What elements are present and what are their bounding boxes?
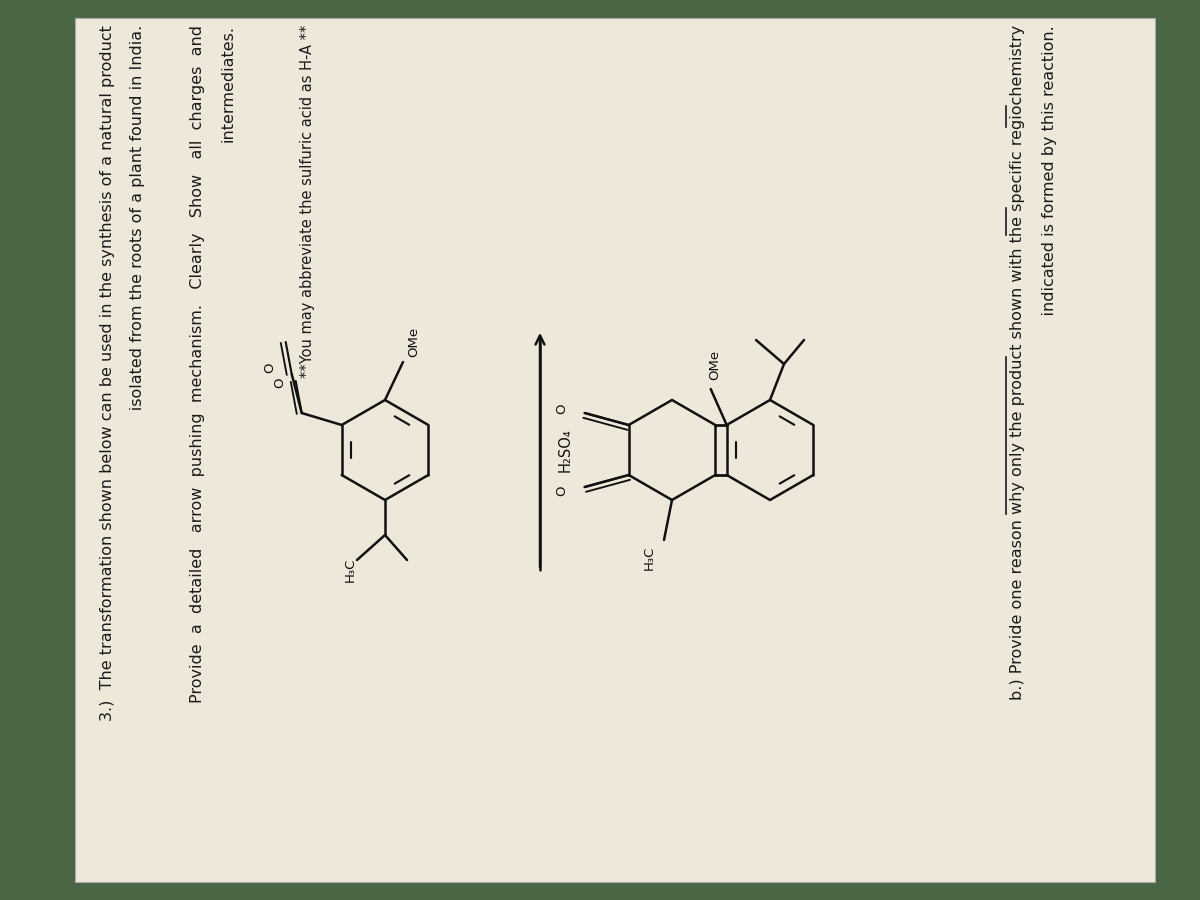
- Text: O: O: [263, 363, 276, 374]
- Text: OMe: OMe: [709, 350, 721, 380]
- Text: H₃C: H₃C: [344, 558, 358, 582]
- Text: intermediates.: intermediates.: [220, 25, 235, 142]
- Text: isolated from the roots of a plant found in India.: isolated from the roots of a plant found…: [130, 25, 145, 441]
- Text: H₃C: H₃C: [643, 545, 656, 571]
- Text: H₂SO₄: H₂SO₄: [558, 428, 574, 472]
- Text: Provide  a  detailed   arrow  pushing  mechanism.   Clearly   Show   all  charge: Provide a detailed arrow pushing mechani…: [190, 25, 205, 703]
- Text: O: O: [556, 486, 569, 496]
- Text: O: O: [274, 378, 286, 388]
- Text: b.) Provide one reason why only the product shown with the specific regiochemist: b.) Provide one reason why only the prod…: [1010, 25, 1025, 700]
- FancyBboxPatch shape: [74, 18, 1154, 882]
- Text: **You may abbreviate the sulfuric acid as H-A **: **You may abbreviate the sulfuric acid a…: [300, 25, 314, 378]
- Text: OMe: OMe: [407, 327, 420, 357]
- Text: 3.)  The transformation shown below can be used in the synthesis of a natural pr: 3.) The transformation shown below can b…: [100, 25, 115, 721]
- Text: indicated is formed by this reaction.: indicated is formed by this reaction.: [1042, 25, 1057, 336]
- Text: O: O: [556, 404, 569, 414]
